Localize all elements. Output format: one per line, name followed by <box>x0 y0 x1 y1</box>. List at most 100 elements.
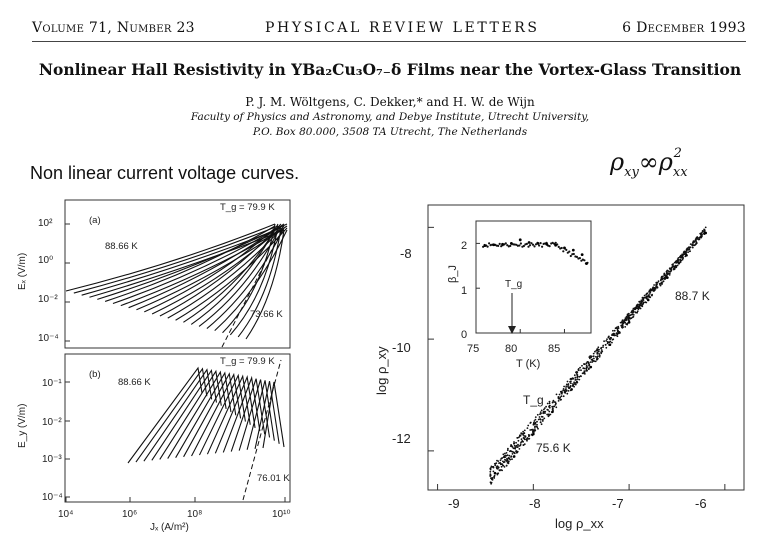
inset-point <box>528 244 532 247</box>
iv-curve-b <box>175 371 232 458</box>
right-low-temp: 75.6 K <box>536 441 571 455</box>
data-point <box>689 246 692 249</box>
inset-point <box>488 242 491 245</box>
data-point <box>574 376 577 379</box>
panel-b-frame <box>64 353 291 503</box>
data-point <box>527 434 530 436</box>
data-point <box>504 458 506 461</box>
data-point <box>689 243 692 246</box>
data-point <box>506 460 509 462</box>
iv-curve-a <box>190 223 279 325</box>
data-point <box>536 413 539 416</box>
inset-point <box>569 254 572 258</box>
panel-b-tg-label: T_g = 79.9 K <box>220 356 275 367</box>
data-point <box>594 350 596 353</box>
inset-xtick-2: 85 <box>548 343 560 355</box>
inset-point <box>565 248 568 251</box>
data-point <box>587 362 590 365</box>
panel-a-ytick-2: 10⁰ <box>38 255 53 266</box>
data-point <box>641 305 644 308</box>
affiliation-line-2: P.O. Box 80.000, 3508 TA Utrecht, The Ne… <box>252 126 528 138</box>
data-point <box>596 351 599 354</box>
data-point <box>546 402 549 405</box>
data-point <box>627 312 630 315</box>
data-point <box>589 365 593 369</box>
data-point <box>702 232 705 235</box>
data-point <box>688 248 691 251</box>
right-xlabel: log ρ_xx <box>555 516 604 531</box>
data-point <box>629 314 632 317</box>
data-point <box>543 417 546 420</box>
inset-point <box>554 243 558 247</box>
data-point <box>519 444 522 447</box>
data-point <box>563 385 565 388</box>
panel-b-xtick-3: 10⁸ <box>187 509 202 520</box>
data-point <box>507 456 510 459</box>
tg-arrow-head-icon <box>508 326 516 334</box>
iv-curve-a <box>159 223 282 317</box>
data-point <box>684 251 687 253</box>
panel-b-xtick-4: 10¹⁰ <box>272 509 290 520</box>
data-point <box>627 319 630 322</box>
data-point <box>541 420 544 422</box>
data-point <box>512 447 515 450</box>
data-point <box>676 261 679 264</box>
data-point <box>653 288 656 291</box>
data-point <box>636 305 638 308</box>
panel-a-tg-label: T_g = 79.9 K <box>220 202 275 213</box>
data-point <box>668 272 671 275</box>
data-point <box>560 398 562 401</box>
data-point <box>536 420 538 423</box>
data-point <box>685 248 688 251</box>
data-point <box>574 379 577 381</box>
data-point <box>703 229 706 231</box>
data-point <box>490 477 492 479</box>
data-point <box>555 402 557 405</box>
data-point <box>621 326 623 329</box>
data-point <box>655 281 658 284</box>
panel-a-ytick-4: 10⁻⁴ <box>38 333 59 344</box>
data-point <box>649 291 652 294</box>
data-point <box>532 423 535 426</box>
data-point <box>650 294 653 297</box>
inset-point <box>486 245 489 248</box>
data-point <box>617 325 620 328</box>
formula-proportional: ∞ <box>638 148 659 176</box>
data-point <box>688 246 690 249</box>
data-point <box>620 324 623 327</box>
data-point <box>695 237 697 240</box>
data-point <box>489 468 492 471</box>
data-point <box>519 443 522 445</box>
inset-ytick-2: 2 <box>461 240 467 252</box>
data-point <box>596 356 599 359</box>
data-point <box>544 410 547 413</box>
panel-a-ytick-3: 10⁻² <box>38 294 58 305</box>
inset-point <box>525 242 529 245</box>
data-point <box>505 452 508 454</box>
data-point <box>532 431 534 434</box>
data-point <box>539 411 542 413</box>
data-point <box>502 461 505 464</box>
data-point <box>643 294 646 297</box>
data-point <box>578 375 581 378</box>
rho-scaling-plot: -8 -10 -12 -9 -8 -7 -6 log ρ_xy log ρ_xx… <box>374 204 745 531</box>
data-point <box>521 440 524 442</box>
right-high-temp: 88.7 K <box>675 289 710 303</box>
data-point <box>679 256 681 258</box>
data-point <box>490 481 493 484</box>
data-point <box>548 414 550 417</box>
data-point <box>588 356 591 359</box>
data-point <box>520 438 523 441</box>
data-point <box>523 432 526 434</box>
inset-point <box>554 241 557 244</box>
panel-a-frame <box>64 199 291 349</box>
inset-point <box>531 243 535 246</box>
data-point <box>632 315 635 318</box>
data-point <box>618 331 621 333</box>
data-point <box>504 452 506 455</box>
data-point <box>518 435 521 437</box>
data-point <box>632 310 635 313</box>
data-point <box>542 418 544 421</box>
iv-curve-a <box>214 229 288 332</box>
data-point <box>490 467 492 469</box>
